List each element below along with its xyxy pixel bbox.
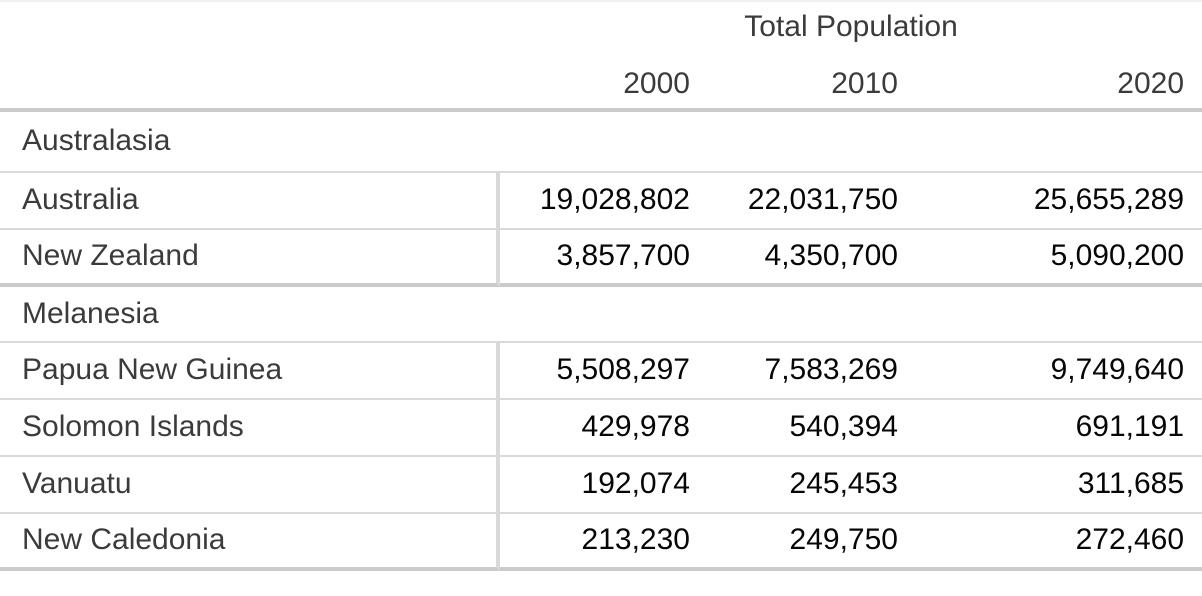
table-row: Australia 19,028,802 22,031,750 25,655,2… — [0, 173, 1202, 230]
value-2000: 5,508,297 — [500, 343, 702, 400]
country-name: Solomon Islands — [0, 400, 500, 457]
value-2000: 19,028,802 — [500, 173, 702, 230]
country-name: New Caledonia — [0, 514, 500, 571]
country-name: Papua New Guinea — [0, 343, 500, 400]
column-header-2010: 2010 — [702, 52, 910, 112]
value-2010: 4,350,700 — [702, 230, 910, 287]
value-2020: 691,191 — [910, 400, 1202, 457]
value-2010: 7,583,269 — [702, 343, 910, 400]
table-row: New Caledonia 213,230 249,750 272,460 — [0, 514, 1202, 571]
year-header-row: 2000 2010 2020 — [0, 52, 1202, 112]
table-row: Solomon Islands 429,978 540,394 691,191 — [0, 400, 1202, 457]
country-name: Vanuatu — [0, 457, 500, 514]
value-2010: 245,453 — [702, 457, 910, 514]
year-header-spacer — [0, 52, 500, 112]
value-2020: 272,460 — [910, 514, 1202, 571]
population-table: Total Population 2000 2010 2020 Australa… — [0, 2, 1202, 571]
country-name: Australia — [0, 173, 500, 230]
value-2000: 3,857,700 — [500, 230, 702, 287]
value-2000: 429,978 — [500, 400, 702, 457]
table-body: Australasia Australia 19,028,802 22,031,… — [0, 112, 1202, 571]
group-label: Australasia — [0, 112, 1202, 173]
table-title: Total Population — [744, 9, 958, 43]
group-row-melanesia: Melanesia — [0, 287, 1202, 343]
group-row-australasia: Australasia — [0, 112, 1202, 173]
value-2010: 22,031,750 — [702, 173, 910, 230]
value-2000: 192,074 — [500, 457, 702, 514]
column-header-2020: 2020 — [910, 52, 1202, 112]
title-row: Total Population — [0, 2, 1202, 52]
country-name: New Zealand — [0, 230, 500, 287]
table-row: Vanuatu 192,074 245,453 311,685 — [0, 457, 1202, 514]
value-2020: 9,749,640 — [910, 343, 1202, 400]
value-2000: 213,230 — [500, 514, 702, 571]
value-2020: 25,655,289 — [910, 173, 1202, 230]
table-row: Papua New Guinea 5,508,297 7,583,269 9,7… — [0, 343, 1202, 400]
group-label: Melanesia — [0, 287, 1202, 343]
value-2020: 5,090,200 — [910, 230, 1202, 287]
value-2010: 249,750 — [702, 514, 910, 571]
value-2010: 540,394 — [702, 400, 910, 457]
table-header: Total Population 2000 2010 2020 — [0, 2, 1202, 112]
title-spacer — [0, 2, 500, 52]
value-2020: 311,685 — [910, 457, 1202, 514]
column-header-2000: 2000 — [500, 52, 702, 112]
table-row: New Zealand 3,857,700 4,350,700 5,090,20… — [0, 230, 1202, 287]
